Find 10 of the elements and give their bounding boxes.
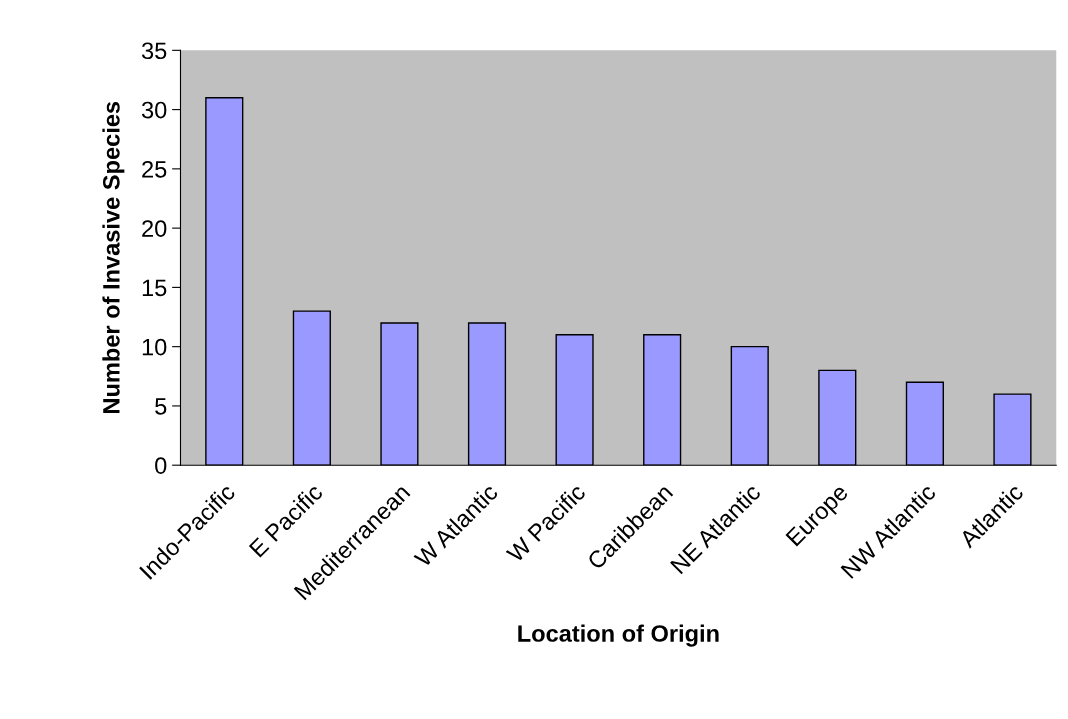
y-tick-label: 5 xyxy=(155,398,167,415)
y-axis-title: Number of Invasive Species xyxy=(102,101,125,413)
y-tick-label: 15 xyxy=(142,279,167,297)
y-tick-label: 0 xyxy=(155,457,167,474)
y-tick-label: 10 xyxy=(142,338,167,356)
y-tick-label: 25 xyxy=(142,160,167,178)
y-tick-label: 35 xyxy=(141,42,167,60)
x-axis-title: Location of Origin xyxy=(518,624,719,647)
y-tick-label: 30 xyxy=(141,101,167,119)
y-tick-label: 20 xyxy=(142,220,167,237)
